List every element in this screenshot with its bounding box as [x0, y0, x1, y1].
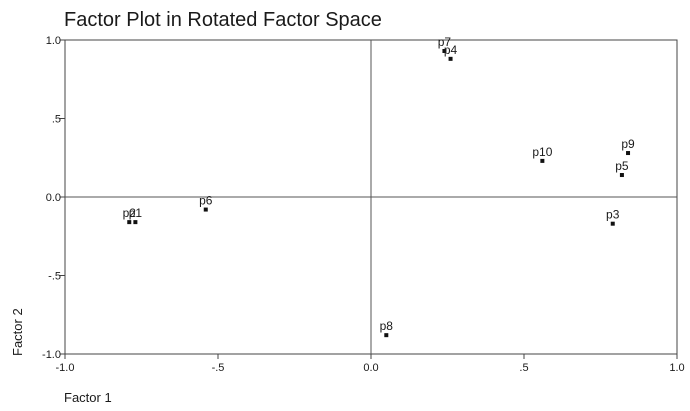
point-label-p3: p3 — [606, 208, 620, 222]
point-label-p7: p7 — [438, 35, 452, 49]
reference-lines — [65, 40, 677, 354]
point-label-p5: p5 — [615, 159, 629, 173]
data-point-p5 — [619, 173, 624, 178]
x-tick-label: 0.0 — [363, 362, 378, 374]
y-tick-label: .5 — [52, 114, 61, 126]
x-tick-label: -1.0 — [56, 362, 75, 374]
point-label-p1: p1 — [129, 206, 143, 220]
y-tick-label: -.5 — [48, 271, 61, 283]
data-point-p7 — [442, 48, 447, 53]
point-label-p4: p4 — [444, 43, 458, 57]
x-tick-label: -.5 — [212, 362, 225, 374]
data-point-p3 — [610, 221, 615, 226]
data-point-p1 — [133, 220, 138, 225]
point-label-p2: p2 — [123, 206, 137, 220]
data-point-p6 — [203, 207, 208, 212]
data-point-p8 — [384, 333, 389, 338]
x-axis-ticks: -1.0 -.5 0.0 .5 1.0 — [56, 354, 685, 374]
y-axis-ticks: 1.0 .5 0.0 -.5 -1.0 — [42, 35, 65, 361]
point-label-p9: p9 — [621, 137, 635, 151]
chart-title: Factor Plot in Rotated Factor Space — [64, 9, 382, 31]
x-axis-label: Factor 1 — [64, 390, 112, 405]
data-point-p9 — [626, 151, 631, 156]
x-tick-label: .5 — [519, 362, 528, 374]
point-label-p10: p10 — [532, 145, 552, 159]
point-label-p6: p6 — [199, 194, 213, 208]
y-tick-label: 1.0 — [46, 35, 61, 47]
data-point-p10 — [540, 158, 545, 163]
data-point-p4 — [448, 56, 453, 61]
point-label-p8: p8 — [380, 319, 394, 333]
y-axis-label: Factor 2 — [10, 308, 25, 356]
y-tick-label: -1.0 — [42, 349, 61, 361]
x-tick-label: 1.0 — [669, 362, 684, 374]
y-tick-label: 0.0 — [46, 192, 61, 204]
data-point-p2 — [127, 220, 132, 225]
